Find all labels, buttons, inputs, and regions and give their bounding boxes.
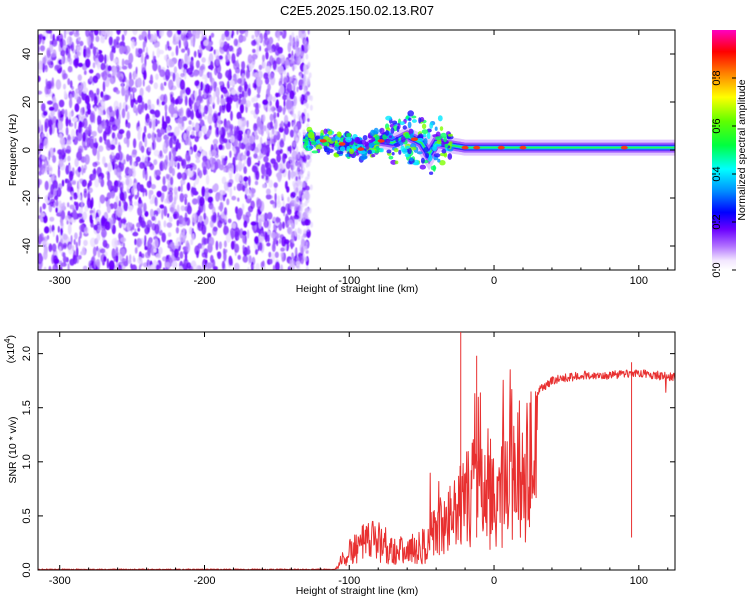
spectrogram-x-tick-label: -200 (193, 275, 215, 287)
spectrogram-image (38, 30, 675, 270)
snr-y-tick-label: 1.0 (21, 454, 33, 469)
snr-x-axis-label: Height of straight line (km) (296, 585, 419, 597)
snr-x-tick-label: -200 (193, 575, 215, 587)
snr-y-tick-label: 2.0 (21, 346, 33, 361)
colorbar-tick-label: 0.6 (711, 118, 723, 133)
spectrogram-x-tick-label: 0 (491, 275, 497, 287)
snr-plot-area (38, 332, 675, 570)
colorbar-tick-label: 0.8 (711, 70, 723, 85)
colorbar-tick-label: 0.4 (711, 166, 723, 181)
spectrogram-x-tick-label: -300 (49, 275, 71, 287)
snr-scale-multiplier: (x104) (3, 335, 17, 363)
colorbar-label: Normalized spectral amplitude (736, 79, 748, 220)
snr-frame (37, 331, 676, 571)
spectrogram-y-tick-label: 0 (21, 147, 33, 153)
spectrogram-signal-track (302, 110, 675, 175)
spectrogram-y-axis-label: Frequency (Hz) (7, 114, 19, 186)
snr-panel: -300 -200 -100 0 100 0.0 0.5 1.0 1.5 2.0 Height o… (3, 331, 676, 597)
snr-y-tick-label: 0.0 (21, 562, 33, 577)
colorbar: 0.0 0.2 0.4 0.6 0.8 Normalized spectral ampl… (711, 30, 748, 278)
snr-x-tick-label: -100 (338, 575, 360, 587)
spectrogram-y-tick-label: 40 (21, 48, 33, 60)
colorbar-gradient (712, 30, 736, 270)
spectrogram-x-axis-label: Height of straight line (km) (296, 283, 419, 295)
spectrogram-noise-region (38, 30, 314, 270)
snr-series-line (38, 369, 675, 570)
colorbar-tick-label: 0.0 (711, 262, 723, 277)
spectrogram-y-tick-label: 20 (21, 96, 33, 108)
spectrogram-x-tick-label: 100 (630, 275, 648, 287)
snr-y-tick-label: 0.5 (21, 508, 33, 523)
svg-text:(x104): (x104) (3, 335, 17, 363)
spectrogram-y-tick-label: -20 (21, 190, 33, 206)
snr-axes: -300 -200 -100 0 100 0.0 0.5 1.0 1.5 2.0 (21, 332, 675, 587)
snr-x-tick-label: 100 (630, 575, 648, 587)
spectrogram-x-tick-label: -100 (338, 275, 360, 287)
chart-title: C2E5.2025.150.02.13.R07 (280, 3, 434, 18)
snr-x-tick-label: 0 (491, 575, 497, 587)
snr-y-axis-label: SNR (10 * v/v) (7, 416, 19, 483)
spectrogram-y-tick-label: -40 (21, 238, 33, 254)
colorbar-ticks: 0.0 0.2 0.4 0.6 0.8 (711, 70, 736, 278)
spectrogram-panel: -300 -200 -100 0 100 40 20 0 -20 -40 Height of st… (7, 29, 676, 295)
snr-x-tick-label: -300 (49, 575, 71, 587)
snr-y-tick-label: 1.5 (21, 400, 33, 415)
colorbar-tick-label: 0.2 (711, 214, 723, 229)
spectrogram-axes: -300 -200 -100 0 100 40 20 0 -20 -40 (21, 30, 675, 287)
